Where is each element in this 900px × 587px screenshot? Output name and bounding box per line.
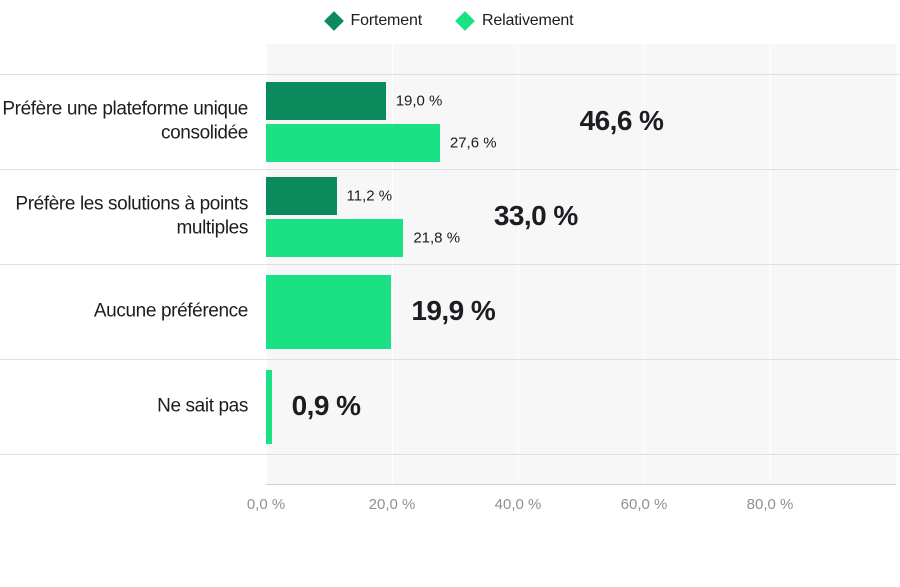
row-label: Aucune préférence (0, 299, 248, 324)
row-total-label: 0,9 % (292, 390, 361, 422)
legend-swatch-fortement (324, 11, 344, 31)
bar-value-label: 27,6 % (450, 134, 497, 151)
row-total-label: 46,6 % (580, 105, 664, 137)
x-tick-label: 60,0 % (621, 496, 668, 513)
row-total-label: 19,9 % (411, 295, 495, 327)
x-tick-label: 20,0 % (369, 496, 416, 513)
x-axis-line (266, 484, 896, 485)
legend-item-relativement: Relativement (458, 12, 573, 30)
legend-swatch-relativement (455, 11, 475, 31)
chart-row: Préfère les solutions à points multiples… (0, 169, 900, 264)
row-label: Préfère une plateforme unique consolidée (0, 97, 248, 146)
row-total-label: 33,0 % (494, 200, 578, 232)
chart-row: Ne sait pas 0,9 % (0, 359, 900, 454)
bar-value-label: 19,0 % (396, 92, 443, 109)
chart-row: Préfère une plateforme unique consolidée… (0, 74, 900, 169)
chart-legend: Fortement Relativement (0, 0, 900, 44)
x-tick-label: 40,0 % (495, 496, 542, 513)
bar-single (266, 275, 391, 349)
bar-fortement (266, 177, 337, 215)
bar-single (266, 370, 272, 444)
chart-row: Aucune préférence 19,9 % (0, 264, 900, 359)
bar-value-label: 21,8 % (413, 229, 460, 246)
row-separator (0, 454, 900, 455)
chart: 0,0 % 20,0 % 40,0 % 60,0 % 80,0 % Préfère un… (0, 44, 900, 534)
bar-relativement (266, 219, 403, 257)
x-tick-label: 80,0 % (747, 496, 794, 513)
x-axis: 0,0 %20,0 %40,0 %60,0 %80,0 % (266, 484, 896, 514)
bar-value-label: 11,2 % (347, 187, 393, 204)
bar-relativement (266, 124, 440, 162)
x-tick-label: 0,0 % (247, 496, 285, 513)
row-label: Préfère les solutions à points multiples (0, 192, 248, 241)
bar-fortement (266, 82, 386, 120)
legend-label-relativement: Relativement (482, 12, 573, 30)
legend-item-fortement: Fortement (327, 12, 422, 30)
legend-label-fortement: Fortement (351, 12, 422, 30)
row-label: Ne sait pas (0, 394, 248, 419)
